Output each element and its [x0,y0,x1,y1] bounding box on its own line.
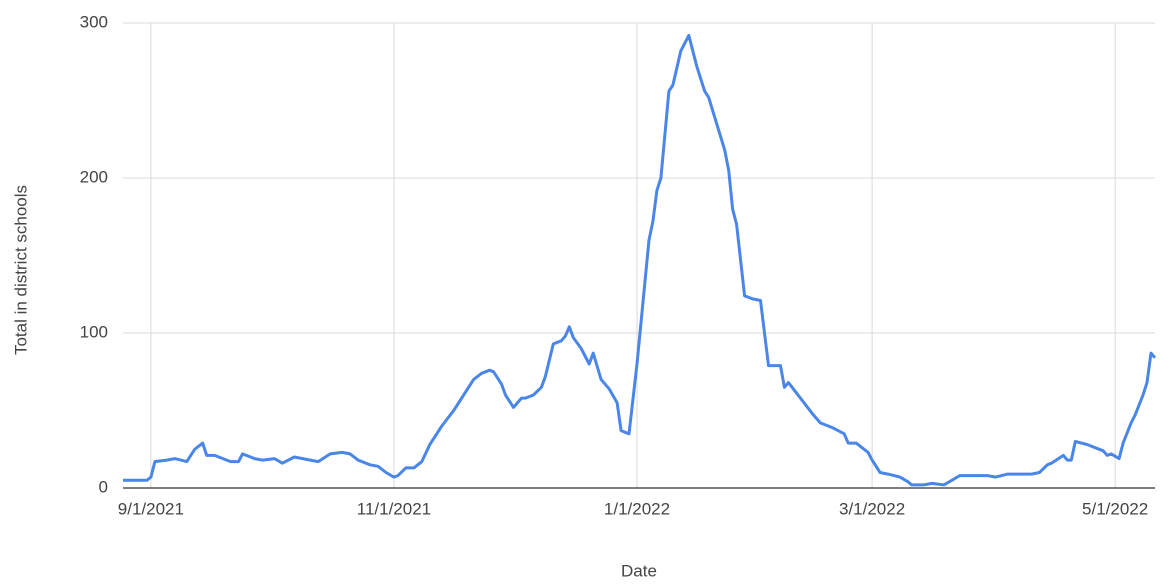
y-axis-title: Total in district schools [11,185,30,355]
x-tick-label: 11/1/2021 [357,499,431,518]
y-tick-label: 0 [99,477,108,496]
x-tick-label: 5/1/2022 [1082,499,1148,518]
x-tick-label: 3/1/2022 [839,499,905,518]
line-series [123,33,1157,487]
y-tick-label: 200 [80,167,108,186]
y-tick-label: 300 [80,12,108,31]
x-tick-label: 9/1/2021 [118,499,184,518]
y-tick-label: 100 [80,322,108,341]
x-tick-label: 1/1/2022 [604,499,670,518]
x-axis-title: Date [621,561,657,580]
